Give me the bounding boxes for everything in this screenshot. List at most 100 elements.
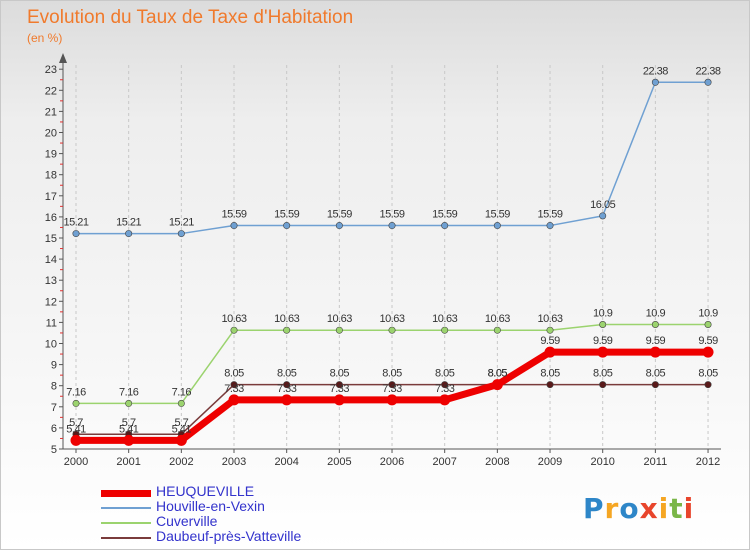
y-tick-label: 19 xyxy=(45,149,57,161)
data-label: 5.7 xyxy=(122,417,136,429)
data-point xyxy=(599,212,607,220)
y-tick-label: 16 xyxy=(45,212,57,224)
data-point xyxy=(388,326,396,334)
data-label: 10.9 xyxy=(698,308,718,320)
data-label: 5.7 xyxy=(69,417,83,429)
data-label: 7.33 xyxy=(382,383,402,395)
data-label: 10.9 xyxy=(593,308,613,320)
data-label: 8.05 xyxy=(646,368,666,380)
data-point xyxy=(177,230,185,238)
data-point xyxy=(72,230,80,238)
data-point xyxy=(544,346,556,358)
data-point xyxy=(123,434,135,446)
data-label: 8.05 xyxy=(540,368,560,380)
x-tick-label: 2011 xyxy=(644,456,668,468)
data-label: 10.63 xyxy=(538,313,563,325)
data-label: 8.05 xyxy=(488,368,508,380)
data-label: 7.16 xyxy=(119,386,139,398)
logo-letter: P xyxy=(583,492,605,525)
legend-label: Daubeuf-près-Vatteville xyxy=(156,528,302,544)
data-label: 10.9 xyxy=(646,308,666,320)
data-label: 15.59 xyxy=(380,209,405,221)
x-tick-label: 2002 xyxy=(169,456,193,468)
y-tick-label: 18 xyxy=(45,170,57,182)
logo-letter: i xyxy=(658,492,670,525)
x-tick-label: 2000 xyxy=(64,456,88,468)
data-label: 15.21 xyxy=(169,217,194,229)
x-tick-label: 2008 xyxy=(485,456,509,468)
logo-letter: x xyxy=(639,492,659,525)
data-point xyxy=(599,381,607,389)
data-point xyxy=(388,381,396,389)
y-tick-label: 9 xyxy=(51,360,57,372)
data-point xyxy=(597,346,609,358)
data-point xyxy=(651,381,659,389)
x-tick-label: 2001 xyxy=(116,456,140,468)
y-tick-label: 11 xyxy=(46,317,57,329)
data-point xyxy=(335,326,343,334)
data-point xyxy=(281,394,293,406)
data-point xyxy=(283,222,291,230)
y-tick-label: 10 xyxy=(45,339,57,351)
data-point xyxy=(651,321,659,329)
logo-letter: t xyxy=(669,492,684,525)
data-label: 7.33 xyxy=(224,383,244,395)
x-tick-label: 2007 xyxy=(432,456,456,468)
logo-letter: o xyxy=(619,492,640,525)
data-point xyxy=(649,346,661,358)
data-label: 5.41 xyxy=(172,423,192,435)
data-point xyxy=(335,381,343,389)
y-tick-label: 13 xyxy=(45,275,57,287)
data-label: 15.59 xyxy=(538,209,563,221)
y-tick-label: 17 xyxy=(45,191,57,203)
data-point xyxy=(125,230,133,238)
data-label: 22.38 xyxy=(643,65,668,77)
data-point xyxy=(441,326,449,334)
data-label: 7.33 xyxy=(435,383,455,395)
data-label: 8.05 xyxy=(330,368,350,380)
data-label: 8.05 xyxy=(488,368,508,380)
legend-label: Houville-en-Vexin xyxy=(156,498,265,514)
legend-label: HEUQUEVILLE xyxy=(156,483,255,499)
data-label: 9.59 xyxy=(698,335,718,347)
data-label: 7.16 xyxy=(172,386,192,398)
data-point xyxy=(599,321,607,329)
data-label: 22.38 xyxy=(696,65,721,77)
data-point xyxy=(704,321,712,329)
data-point xyxy=(177,399,185,407)
data-label: 10.63 xyxy=(221,313,246,325)
x-tick-label: 2004 xyxy=(274,456,298,468)
data-point xyxy=(283,326,291,334)
data-label: 15.59 xyxy=(327,209,352,221)
data-label: 8.05 xyxy=(593,368,613,380)
data-label: 7.33 xyxy=(330,383,350,395)
data-point xyxy=(491,379,503,391)
data-label: 15.59 xyxy=(432,209,457,221)
legend-swatch xyxy=(101,522,151,524)
data-point xyxy=(441,381,449,389)
data-point xyxy=(441,222,449,230)
data-point xyxy=(704,381,712,389)
proxiti-logo: Proxiti xyxy=(583,492,694,525)
data-point xyxy=(386,394,398,406)
y-tick-label: 12 xyxy=(45,296,57,308)
x-tick-label: 2012 xyxy=(696,456,720,468)
data-point xyxy=(439,394,451,406)
y-tick-label: 14 xyxy=(45,254,57,266)
y-tick-label: 22 xyxy=(45,85,57,97)
data-label: 15.59 xyxy=(485,209,510,221)
data-point xyxy=(333,394,345,406)
data-label: 5.41 xyxy=(119,423,139,435)
data-label: 8.05 xyxy=(435,368,455,380)
data-point xyxy=(335,222,343,230)
data-point xyxy=(651,78,659,86)
data-point xyxy=(228,394,240,406)
data-label: 15.59 xyxy=(221,209,246,221)
data-point xyxy=(546,381,554,389)
y-tick-label: 7 xyxy=(51,402,57,414)
legend-label: Cuverville xyxy=(156,513,218,529)
data-point xyxy=(704,78,712,86)
data-label: 8.05 xyxy=(698,368,718,380)
x-tick-label: 2005 xyxy=(327,456,351,468)
